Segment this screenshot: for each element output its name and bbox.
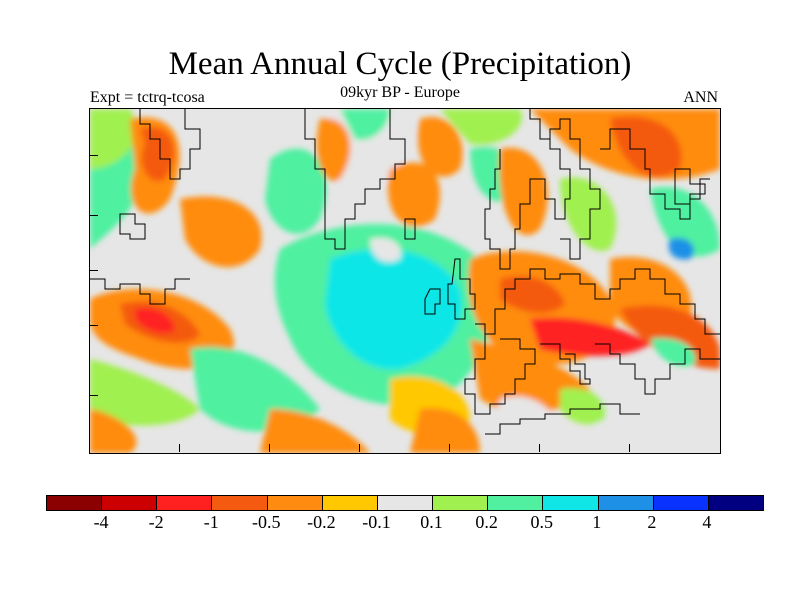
chart-title: Mean Annual Cycle (Precipitation) bbox=[168, 46, 632, 82]
field-patch bbox=[499, 147, 548, 236]
coastline-scandinavia bbox=[484, 109, 571, 270]
x-tick bbox=[359, 444, 360, 452]
coastline-balkans bbox=[595, 343, 720, 395]
field-patch bbox=[418, 117, 463, 177]
colorbar-swatch bbox=[543, 496, 599, 510]
y-tick bbox=[90, 215, 98, 216]
colorbar-label: 2 bbox=[647, 512, 657, 532]
coastline-labrador bbox=[90, 278, 190, 305]
coastline-finland bbox=[600, 128, 710, 220]
field-patch bbox=[410, 408, 480, 453]
period-label: 09kyr BP - Europe bbox=[340, 84, 460, 101]
field-patch bbox=[316, 118, 351, 181]
field-patch bbox=[90, 109, 137, 169]
coastline-iceland bbox=[304, 109, 406, 250]
precipitation-map bbox=[89, 108, 721, 454]
colorbar-swatch bbox=[653, 496, 709, 510]
x-tick bbox=[449, 444, 450, 452]
season-label: ANN bbox=[683, 89, 718, 106]
colorbar bbox=[46, 495, 764, 511]
field-patch bbox=[500, 275, 565, 314]
y-tick bbox=[90, 155, 98, 156]
x-tick bbox=[179, 444, 180, 452]
y-tick bbox=[90, 270, 98, 271]
coastlines bbox=[90, 109, 720, 435]
coastline-iberia bbox=[464, 334, 536, 415]
coastline-continent bbox=[475, 268, 720, 335]
colorbar-swatch bbox=[488, 496, 544, 510]
field-patch bbox=[650, 187, 720, 257]
colorbar-swatch bbox=[47, 496, 103, 510]
field-patch bbox=[140, 127, 175, 182]
coastline-faroe bbox=[404, 218, 416, 240]
colorbar-label: -2 bbox=[148, 512, 164, 532]
field-patch bbox=[388, 162, 440, 227]
field-patch bbox=[620, 305, 720, 369]
field-patch bbox=[90, 409, 137, 453]
colorbar-swatch bbox=[267, 496, 323, 510]
colorbar-swatch bbox=[708, 496, 764, 510]
colorbar-swatch bbox=[322, 496, 378, 510]
field-patch bbox=[596, 365, 720, 453]
colorbar-swatch bbox=[102, 496, 158, 510]
field-patch bbox=[90, 359, 200, 426]
colorbar-label: -0.1 bbox=[362, 512, 391, 532]
y-tick bbox=[90, 325, 98, 326]
field-patch bbox=[265, 148, 327, 234]
experiment-label: Expt = tctrq-tcosa bbox=[90, 89, 205, 106]
coastline-baltic bbox=[549, 118, 601, 260]
colorbar-swatch bbox=[433, 496, 489, 510]
x-tick bbox=[629, 444, 630, 452]
colorbar-label: 4 bbox=[702, 512, 712, 532]
field-patch bbox=[495, 396, 560, 449]
field-patch bbox=[610, 116, 682, 177]
colorbar-label: -1 bbox=[203, 512, 219, 532]
field-patch bbox=[668, 238, 694, 260]
coastline-newfoundland bbox=[119, 213, 146, 240]
field-patch bbox=[560, 388, 606, 425]
colorbar-swatch bbox=[212, 496, 268, 510]
colorbar-label: 0.2 bbox=[475, 512, 498, 532]
map-canvas bbox=[90, 109, 720, 453]
x-tick bbox=[269, 444, 270, 452]
colorbar-label: 1 bbox=[592, 512, 602, 532]
colorbar-label: -4 bbox=[93, 512, 109, 532]
field-patch bbox=[180, 196, 262, 268]
colorbar-label: -0.5 bbox=[252, 512, 281, 532]
y-tick bbox=[90, 395, 98, 396]
colorbar-label: 0.1 bbox=[420, 512, 443, 532]
field-patch bbox=[260, 409, 370, 453]
colorbar-swatch bbox=[377, 496, 434, 510]
colorbar-swatch bbox=[157, 496, 213, 510]
coastline-greenland bbox=[139, 109, 201, 180]
field-patch bbox=[440, 109, 522, 145]
coastline-ireland bbox=[424, 288, 441, 315]
field-patch bbox=[325, 249, 462, 370]
coastline-north-africa bbox=[485, 403, 640, 435]
x-tick bbox=[539, 444, 540, 452]
colorbar-label: -0.2 bbox=[307, 512, 336, 532]
colorbar-label: 0.5 bbox=[530, 512, 553, 532]
coastline-britain bbox=[447, 258, 476, 320]
field-patch bbox=[340, 109, 390, 140]
coastline-svalbard bbox=[674, 168, 706, 205]
field-patch bbox=[560, 177, 617, 251]
field-patch bbox=[370, 237, 401, 263]
colorbar-swatch bbox=[598, 496, 654, 510]
field-patch bbox=[650, 338, 696, 367]
coastline-italy bbox=[540, 343, 591, 385]
field-patch bbox=[135, 308, 175, 334]
